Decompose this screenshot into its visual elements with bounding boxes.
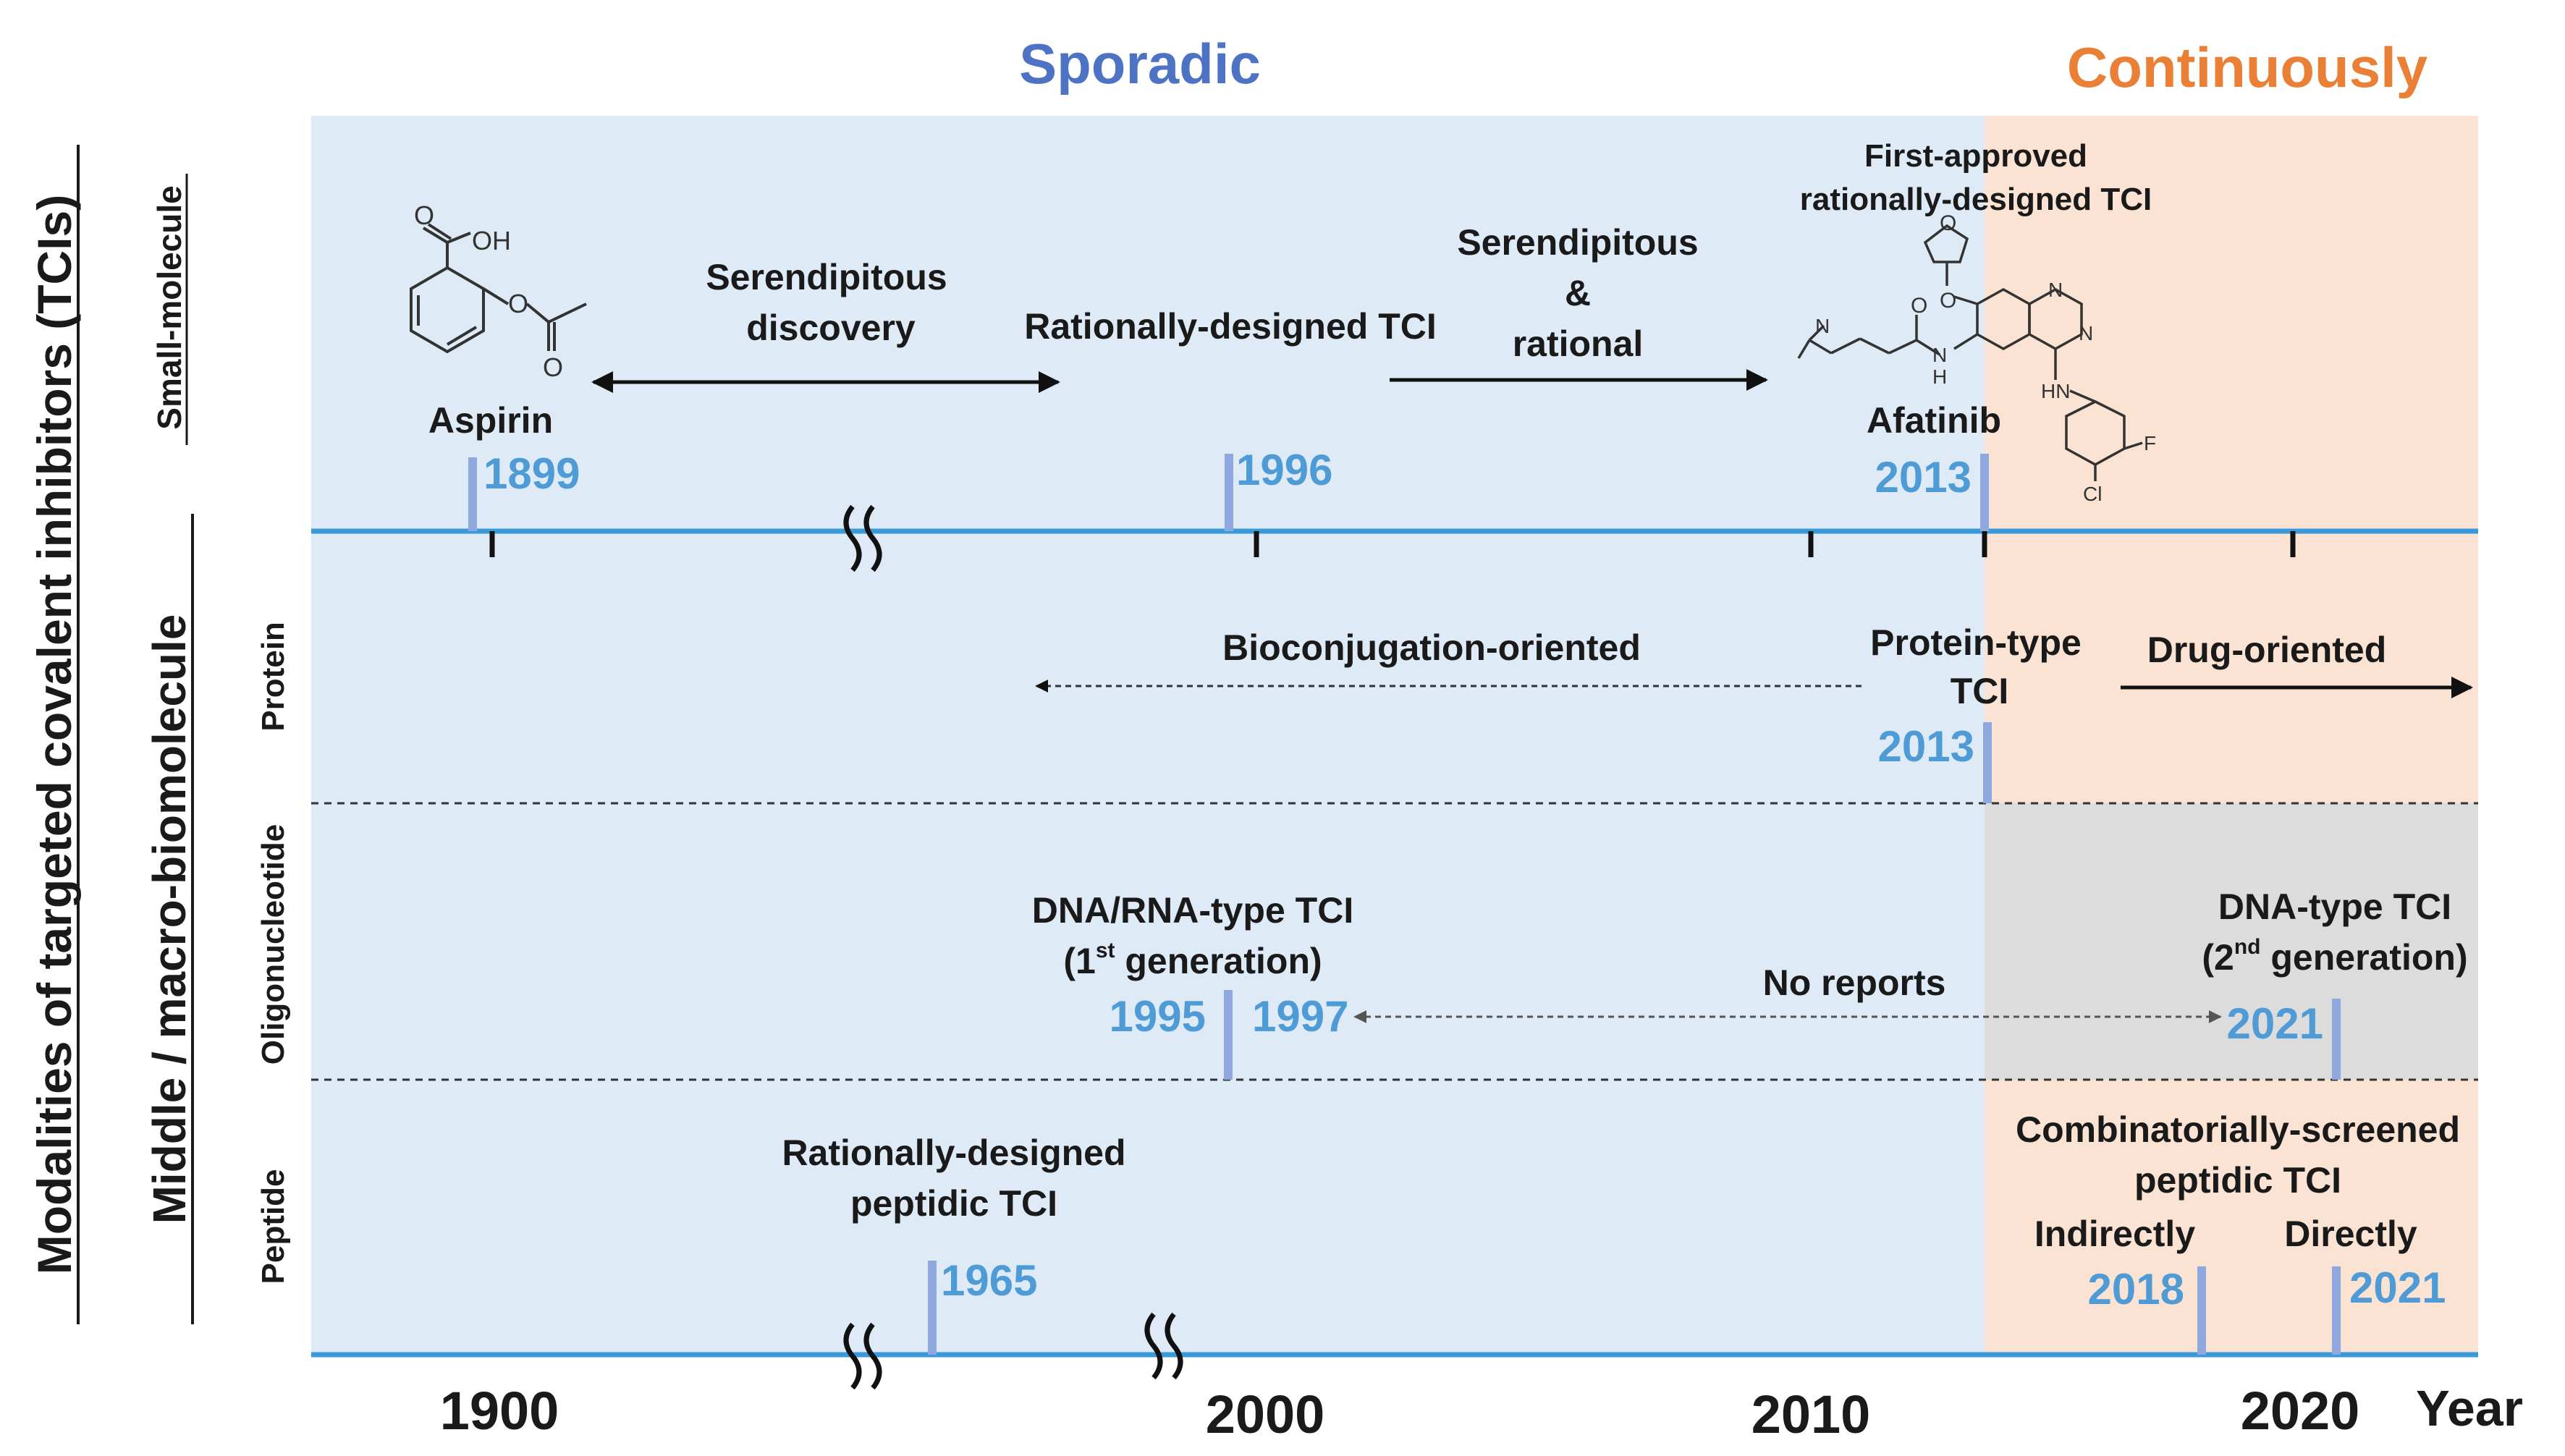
directly-label: Directly bbox=[2284, 1214, 2417, 1254]
axis-break-bottom-2 bbox=[1144, 1312, 1183, 1380]
axis-break-top bbox=[843, 504, 882, 572]
gen2-line2: (2nd generation) bbox=[2202, 935, 2467, 978]
gen1-line1: DNA/RNA-type TCI bbox=[1032, 890, 1353, 931]
marker-1996 bbox=[1225, 454, 1233, 531]
afatinib-carbonyl-o: O bbox=[1911, 294, 1927, 318]
tick-label-2010: 2010 bbox=[1751, 1384, 1871, 1444]
year-2018: 2018 bbox=[2088, 1265, 2184, 1313]
row-label-small-molecule: Small-molecule bbox=[151, 185, 188, 429]
bioconjugation-label: Bioconjugation-oriented bbox=[1222, 627, 1641, 668]
marker-2021-oligo bbox=[2332, 999, 2341, 1080]
year-2013-small: 2013 bbox=[1875, 453, 1972, 501]
aspirin-carbonyl-o-label: O bbox=[543, 352, 563, 382]
afatinib-f: F bbox=[2144, 432, 2156, 454]
year-axis-label: Year bbox=[2416, 1380, 2523, 1436]
middle-macro-title: Middle / macro-biomolecule bbox=[143, 614, 195, 1224]
mixed-line3: rational bbox=[1513, 323, 1644, 364]
oligo-gray-background bbox=[1985, 803, 2478, 1080]
year-1965: 1965 bbox=[941, 1256, 1037, 1305]
first-approved-line1: First-approved bbox=[1864, 138, 2087, 174]
protein-tci-line2: TCI bbox=[1951, 671, 2009, 711]
year-2013-protein: 2013 bbox=[1878, 722, 1974, 771]
afatinib-structure bbox=[1797, 224, 2143, 481]
marker-1899 bbox=[468, 457, 477, 531]
row-label-oligonucleotide: Oligonucleotide bbox=[255, 824, 291, 1065]
afatinib-cl: Cl bbox=[2083, 483, 2102, 505]
aspirin-structure bbox=[410, 223, 587, 354]
marker-1965 bbox=[928, 1261, 937, 1355]
afatinib-hn: HN bbox=[2041, 380, 2070, 402]
tick-label-2000: 2000 bbox=[1206, 1384, 1325, 1444]
afatinib-amide-h: H bbox=[1932, 365, 1947, 388]
afatinib-n-quin2: N bbox=[2079, 322, 2093, 344]
marker-2013-small bbox=[1980, 454, 1989, 531]
afatinib-n-quin1: N bbox=[2048, 279, 2063, 301]
mixed-line2: & bbox=[1565, 273, 1591, 313]
marker-2021-peptide bbox=[2332, 1266, 2341, 1355]
first-approved-line2: rationally-designed TCI bbox=[1800, 182, 2152, 217]
rationally-designed-label: Rationally-designed TCI bbox=[1024, 306, 1437, 347]
year-2021-peptide: 2021 bbox=[2349, 1264, 2446, 1312]
no-reports-label: No reports bbox=[1763, 962, 1946, 1003]
year-2021-oligo: 2021 bbox=[2227, 999, 2323, 1048]
marker-2018 bbox=[2197, 1266, 2206, 1355]
drug-oriented-label: Drug-oriented bbox=[2147, 630, 2387, 670]
combi-line1: Combinatorially-screened bbox=[2016, 1109, 2460, 1150]
sporadic-title: Sporadic bbox=[1019, 32, 1261, 96]
serendipitous-discovery-line2: discovery bbox=[746, 308, 916, 348]
marker-2013-protein bbox=[1983, 722, 1992, 803]
serendipitous-discovery-line1: Serendipitous bbox=[706, 257, 947, 297]
afatinib-ether-o: O bbox=[1940, 289, 1956, 313]
marker-1995-1997 bbox=[1224, 990, 1233, 1080]
afatinib-n-dimethyl: N bbox=[1815, 315, 1830, 337]
tick-label-2020: 2020 bbox=[2241, 1381, 2360, 1441]
mixed-line1: Serendipitous bbox=[1457, 222, 1698, 263]
tick-label-1900: 1900 bbox=[440, 1381, 559, 1441]
sporadic-background bbox=[311, 116, 1985, 1355]
year-1995: 1995 bbox=[1110, 992, 1206, 1041]
continuous-background bbox=[1985, 116, 2478, 1355]
afatinib-thf-o: O bbox=[1940, 211, 1956, 235]
peptide-rational-line2: peptidic TCI bbox=[850, 1183, 1057, 1224]
aspirin-oh-label: OH bbox=[472, 226, 511, 255]
year-1997: 1997 bbox=[1252, 992, 1348, 1041]
aspirin-o-label: O bbox=[414, 200, 434, 230]
year-1899: 1899 bbox=[483, 449, 580, 498]
aspirin-label: Aspirin bbox=[428, 400, 553, 441]
row-label-peptide: Peptide bbox=[255, 1169, 291, 1284]
afatinib-label: Afatinib bbox=[1867, 400, 2001, 441]
afatinib-amide-n: N bbox=[1932, 344, 1947, 366]
indirectly-label: Indirectly bbox=[2034, 1214, 2195, 1254]
peptide-rational-line1: Rationally-designed bbox=[782, 1133, 1125, 1173]
row-label-protein: Protein bbox=[255, 622, 291, 732]
modalities-axis-title: Modalities of targeted covalent inhibito… bbox=[28, 195, 81, 1274]
year-1996: 1996 bbox=[1236, 446, 1332, 494]
aspirin-ester-o-label: O bbox=[508, 289, 528, 318]
protein-tci-line1: Protein-type bbox=[1870, 622, 2082, 663]
axis-break-bottom-1 bbox=[843, 1322, 882, 1390]
continuously-title: Continuously bbox=[2067, 35, 2427, 99]
gen2-line1: DNA-type TCI bbox=[2218, 886, 2451, 927]
combi-line2: peptidic TCI bbox=[2134, 1160, 2341, 1201]
gen1-line2: (1st generation) bbox=[1063, 939, 1322, 981]
